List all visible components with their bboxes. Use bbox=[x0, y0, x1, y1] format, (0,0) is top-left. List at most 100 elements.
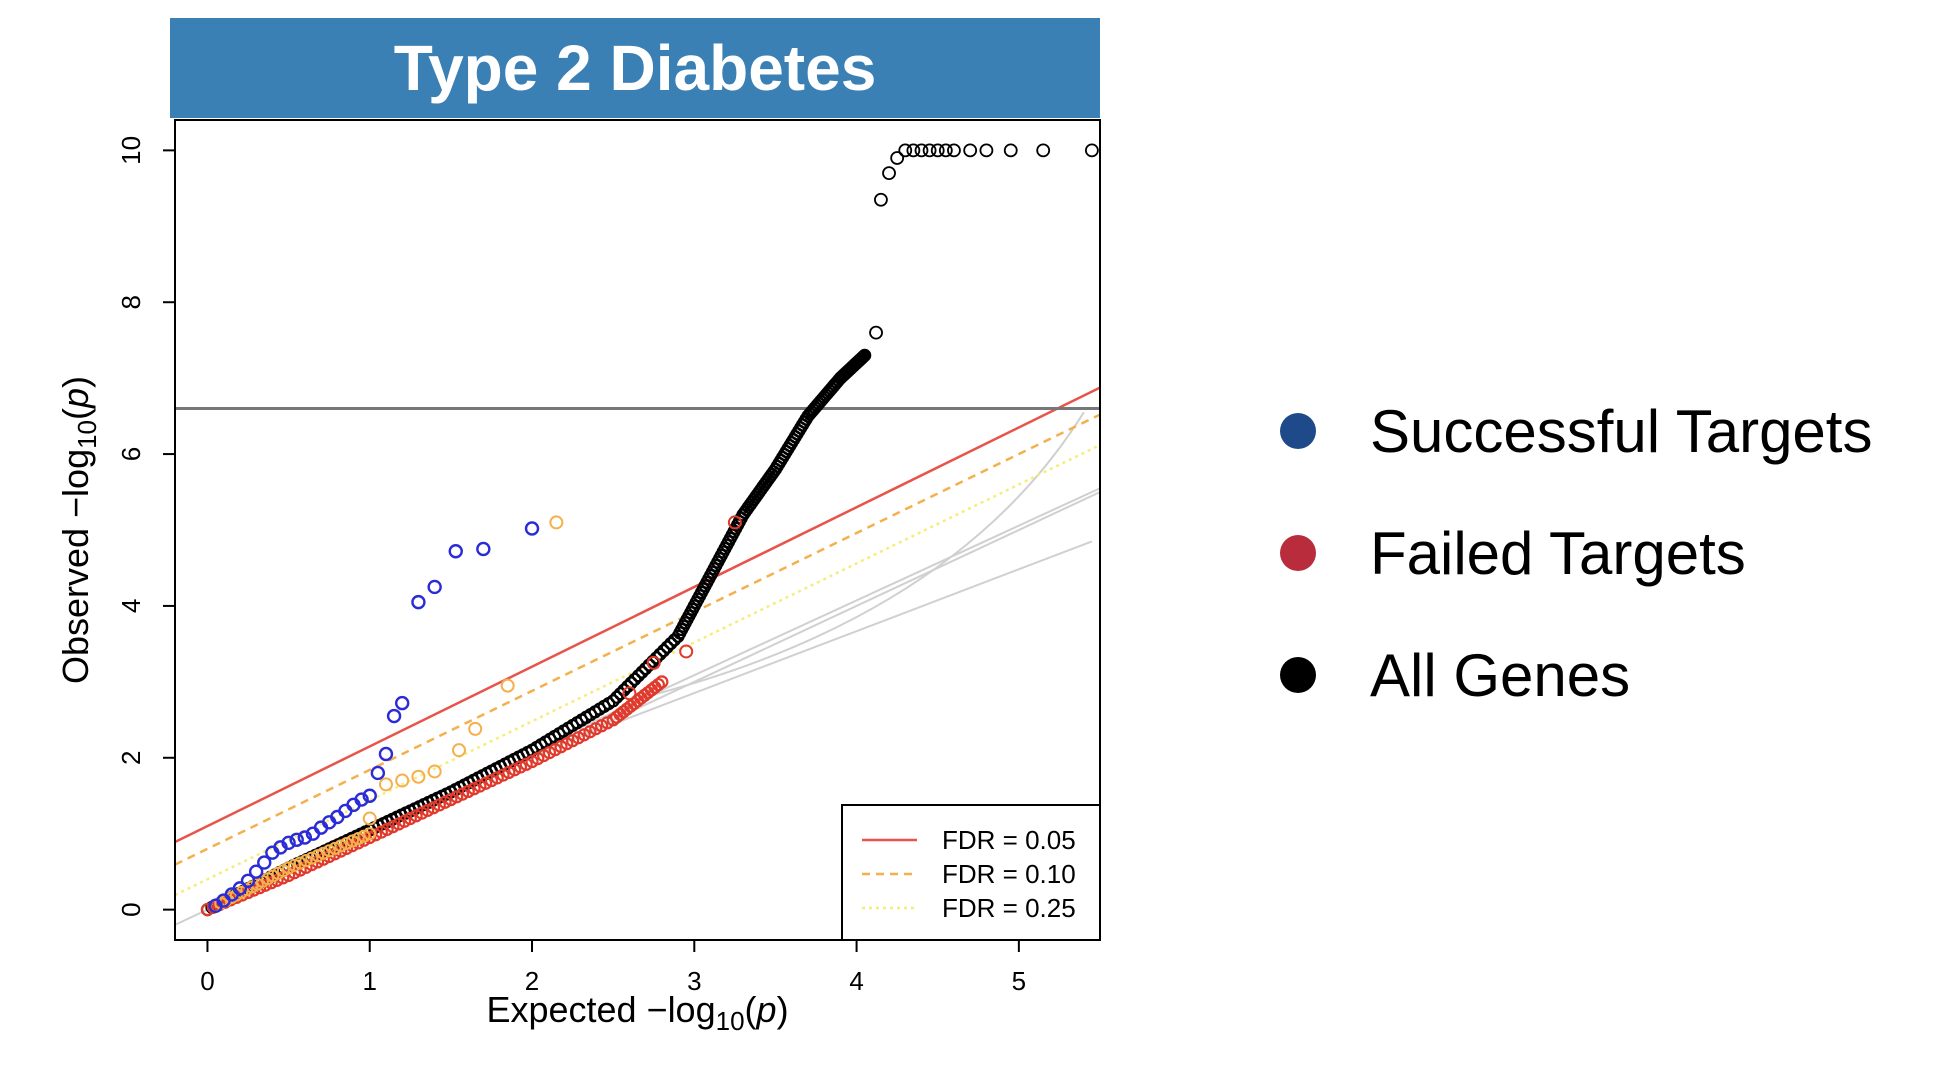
all-genes-outlier-point bbox=[898, 143, 913, 158]
all-genes-point bbox=[620, 679, 635, 694]
all-genes-outlier-point bbox=[963, 143, 978, 158]
successful-target-point bbox=[257, 855, 272, 870]
all-genes-point bbox=[631, 669, 646, 683]
all-genes-outlier-point bbox=[1036, 143, 1051, 158]
failed-dot-icon bbox=[1280, 535, 1316, 571]
fdr-legend-box bbox=[841, 804, 1101, 941]
y-tick-label: 4 bbox=[116, 599, 146, 613]
x-tick-label: 2 bbox=[525, 966, 539, 996]
fdr10-point bbox=[316, 846, 330, 860]
legend-label: All Genes bbox=[1370, 641, 1631, 709]
fdr10-point bbox=[293, 856, 307, 870]
all-genes-point bbox=[858, 348, 872, 362]
y-tick-label: 10 bbox=[116, 136, 146, 165]
fdr10-point bbox=[395, 773, 410, 788]
y-tick-label: 6 bbox=[116, 447, 146, 461]
plot-frame bbox=[174, 119, 1101, 941]
y-axis-label: Observed −log10(p) bbox=[55, 376, 102, 684]
fdr10-point bbox=[328, 841, 342, 855]
fdr10-point bbox=[427, 764, 442, 779]
fdr10-point bbox=[322, 844, 336, 858]
all-genes-outlier-point bbox=[906, 143, 921, 158]
all-genes-point bbox=[657, 644, 671, 658]
all-genes-outlier-point bbox=[1084, 143, 1099, 158]
successful-dot-icon bbox=[1280, 413, 1316, 449]
fdr10-point bbox=[468, 721, 483, 736]
all-genes-outlier-point bbox=[869, 325, 883, 340]
fdr10-point bbox=[340, 836, 354, 850]
x-tick-label: 5 bbox=[1012, 966, 1026, 996]
y-tick-label: 2 bbox=[116, 751, 146, 765]
all-genes-outlier-point bbox=[979, 143, 994, 158]
fdr-legend-label: FDR = 0.25 bbox=[942, 893, 1076, 923]
all-genes-outlier-point bbox=[874, 192, 888, 207]
all-genes-point bbox=[653, 647, 667, 661]
successful-target-point bbox=[281, 835, 296, 851]
successful-target-point bbox=[248, 864, 264, 879]
null-ci-upper bbox=[629, 411, 1085, 702]
all-genes-outlier-point bbox=[930, 143, 945, 158]
chart-title: Type 2 Diabetes bbox=[170, 18, 1100, 118]
successful-target-point bbox=[232, 881, 248, 896]
failed-target-point bbox=[679, 644, 694, 659]
all-genes-outlier-point bbox=[882, 166, 896, 181]
fdr10-point bbox=[451, 743, 466, 758]
successful-target-point bbox=[411, 594, 426, 610]
all-genes-point bbox=[635, 665, 649, 679]
successful-target-point bbox=[448, 544, 463, 559]
successful-target-point bbox=[354, 792, 369, 807]
fdr10-point bbox=[357, 829, 371, 843]
successful-target-point bbox=[524, 521, 540, 536]
plot-area bbox=[175, 143, 1100, 926]
fdr10-point bbox=[500, 678, 515, 693]
all-genes-dot-icon bbox=[1280, 657, 1316, 693]
successful-target-point bbox=[378, 746, 394, 762]
category-legend: Successful Targets Failed Targets All Ge… bbox=[1280, 370, 1872, 736]
fdr10-point bbox=[311, 849, 325, 863]
all-genes-outlier-point bbox=[947, 143, 961, 158]
legend-item-all-genes: All Genes bbox=[1280, 614, 1872, 736]
all-genes-point bbox=[660, 640, 674, 654]
all-genes-point bbox=[606, 694, 620, 708]
successful-target-point bbox=[289, 832, 304, 847]
null-ci-lower bbox=[564, 540, 1093, 744]
legend-label: Failed Targets bbox=[1370, 519, 1746, 587]
legend-item-failed: Failed Targets bbox=[1280, 492, 1872, 614]
successful-target-point bbox=[362, 788, 377, 803]
x-axis-label: Expected −log10(p) bbox=[486, 989, 788, 1036]
legend-item-successful: Successful Targets bbox=[1280, 370, 1872, 492]
all-genes-outlier-point bbox=[938, 143, 953, 158]
x-tick-label: 4 bbox=[849, 966, 863, 996]
all-genes-point bbox=[613, 687, 627, 701]
legend-label: Successful Targets bbox=[1370, 397, 1873, 465]
x-tick-label: 3 bbox=[687, 966, 701, 996]
successful-target-point bbox=[240, 873, 256, 888]
fdr10-point bbox=[282, 861, 296, 875]
fdr-legend-label: FDR = 0.05 bbox=[942, 825, 1076, 855]
x-tick-label: 1 bbox=[363, 966, 377, 996]
x-tick-label: 0 bbox=[200, 966, 214, 996]
fdr10-point bbox=[345, 834, 359, 848]
fdr-line-1 bbox=[175, 413, 1100, 866]
successful-target-point bbox=[370, 765, 386, 781]
fdr10-point bbox=[362, 811, 377, 826]
all-genes-point bbox=[664, 636, 678, 651]
all-genes-outlier-point bbox=[914, 143, 929, 158]
all-genes-outlier-point bbox=[1003, 143, 1018, 158]
successful-target-point bbox=[476, 541, 491, 557]
successful-target-point bbox=[394, 695, 410, 711]
all-genes-point bbox=[628, 672, 642, 686]
fdr-legend-label: FDR = 0.10 bbox=[942, 859, 1076, 889]
successful-target-point bbox=[386, 708, 402, 724]
fdr10-point bbox=[411, 769, 426, 784]
successful-target-point bbox=[297, 830, 313, 845]
fdr10-point bbox=[287, 858, 301, 872]
fdr10-point bbox=[334, 839, 348, 853]
fdr10-point bbox=[305, 851, 319, 865]
fdr10-point bbox=[549, 515, 564, 530]
all-genes-outlier-point bbox=[890, 151, 905, 165]
failed-target-point bbox=[727, 515, 742, 530]
failed-target-point bbox=[646, 655, 661, 670]
successful-target-point bbox=[427, 579, 442, 595]
